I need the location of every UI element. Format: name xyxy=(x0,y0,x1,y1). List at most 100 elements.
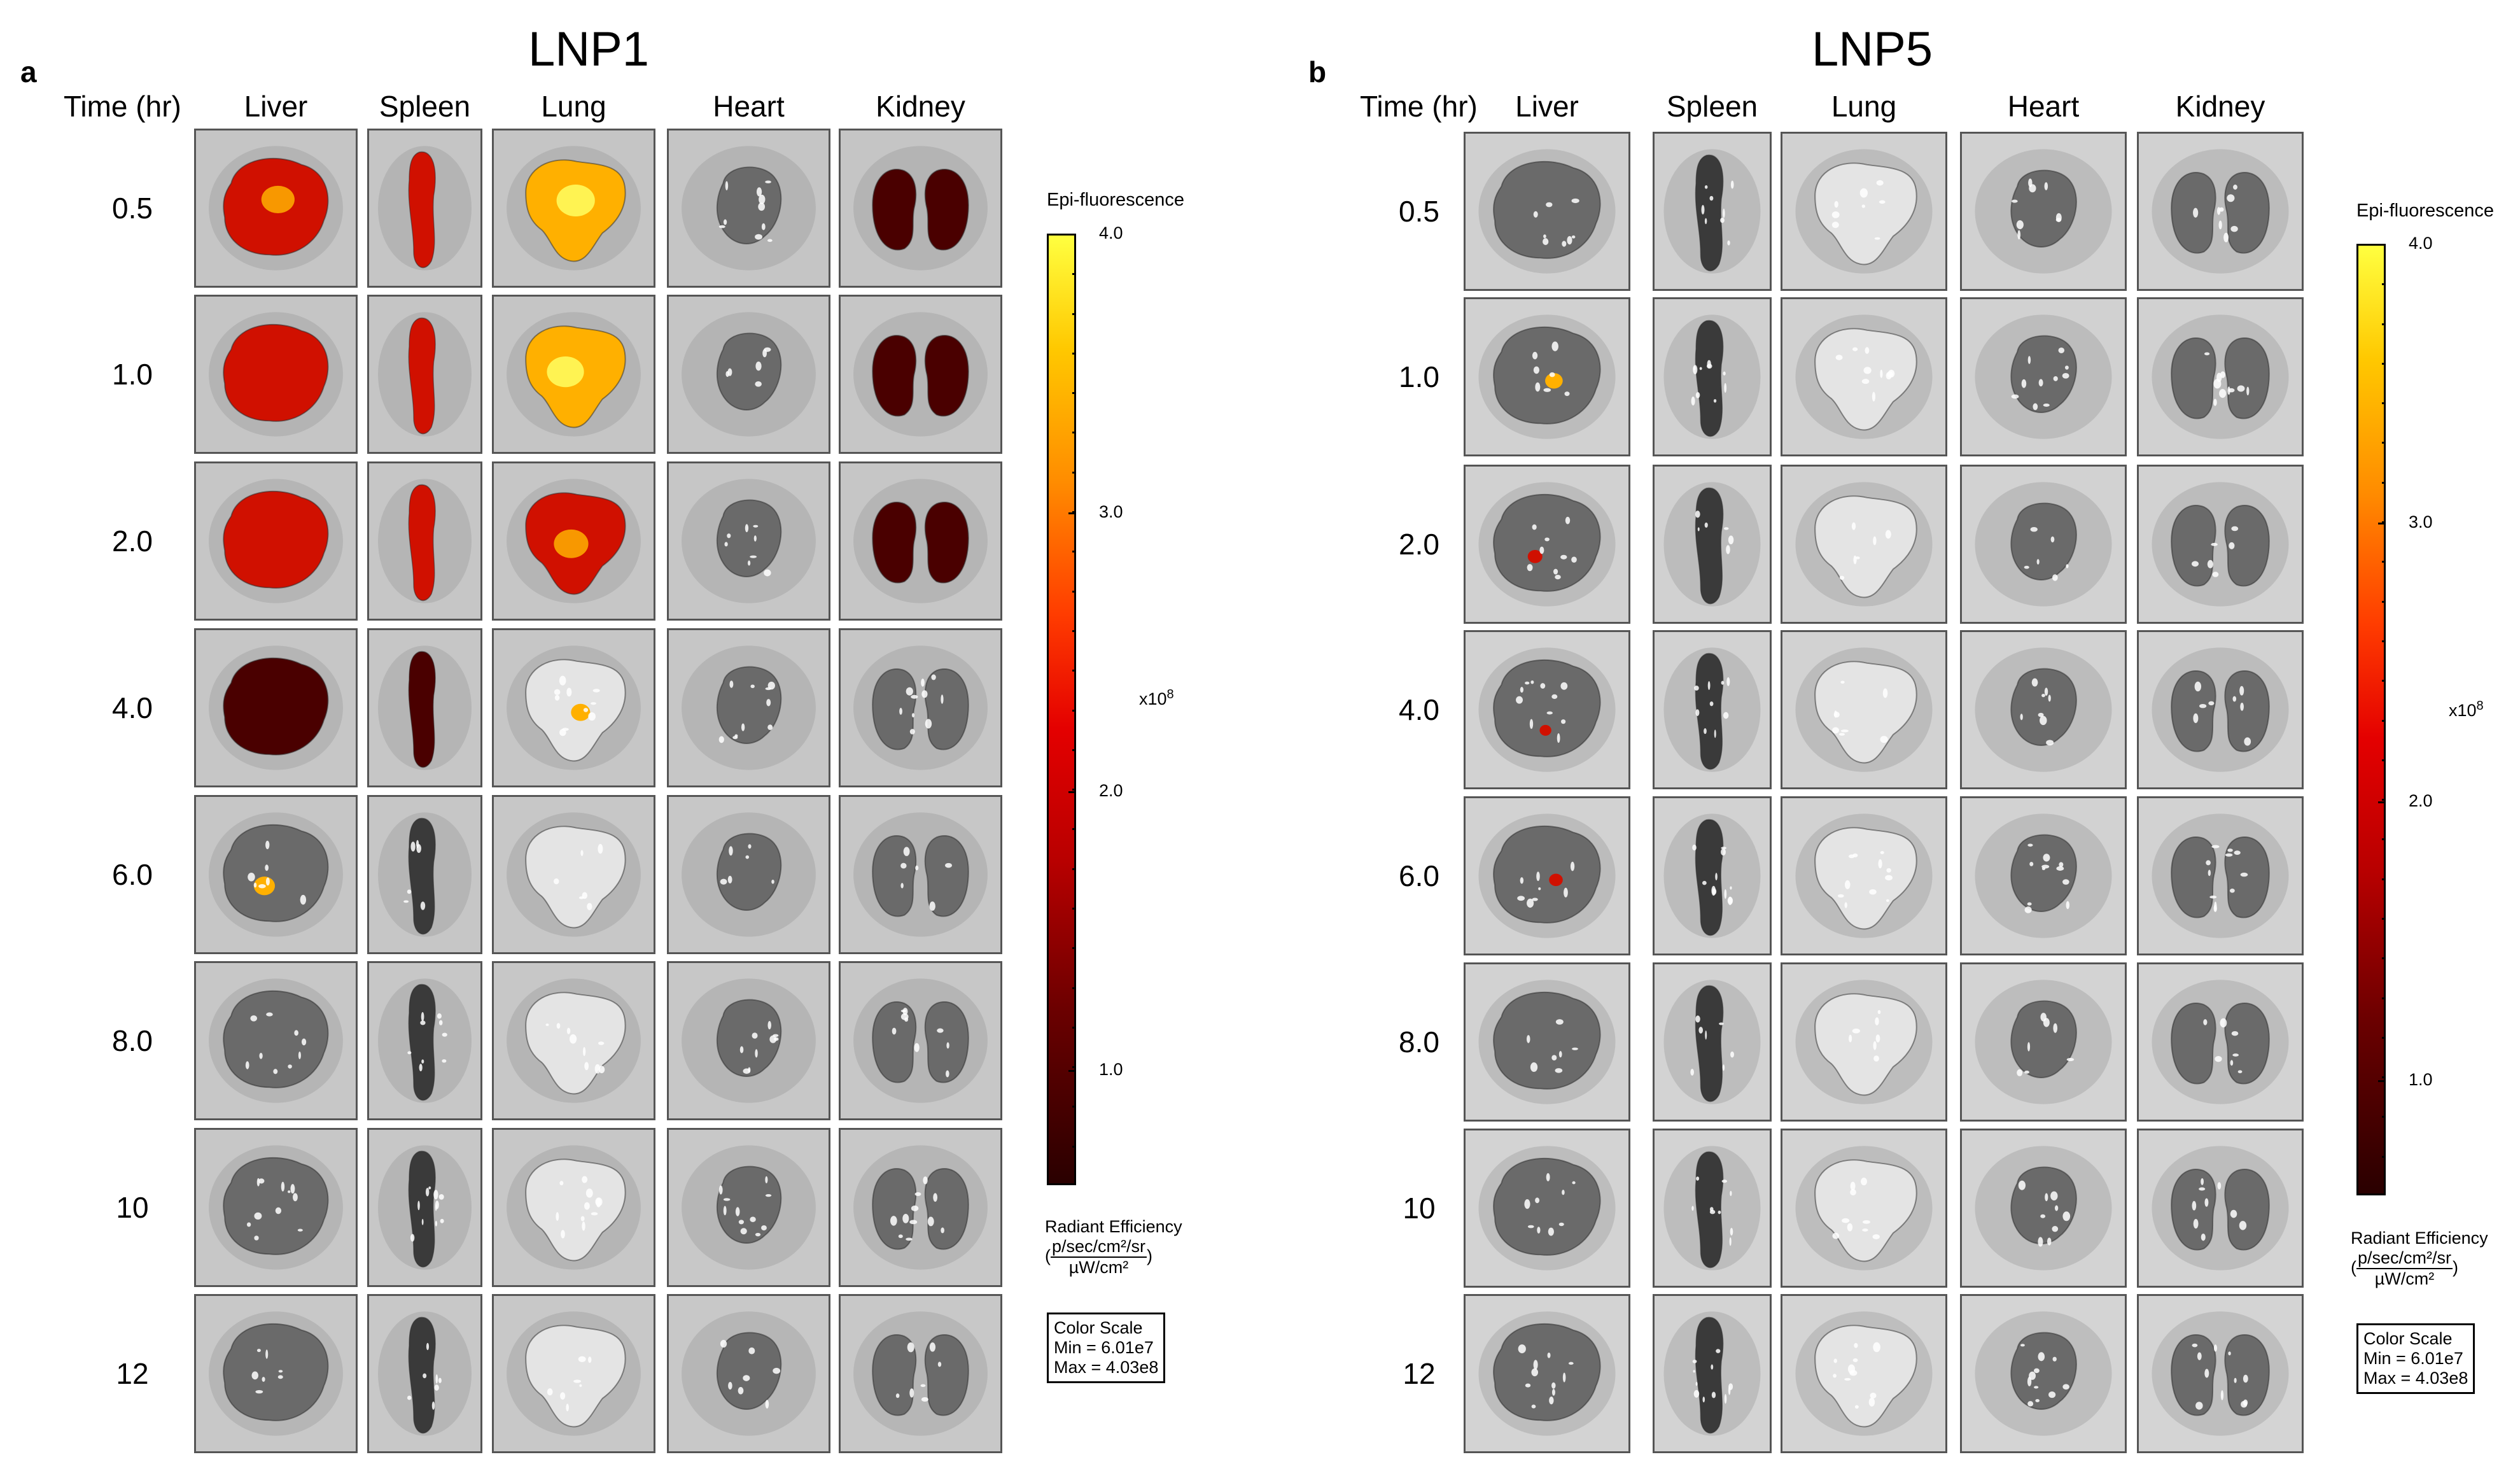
time-label: 12 xyxy=(116,1357,149,1390)
colorbar-minor-tick xyxy=(2382,799,2386,801)
time-label: 4.0 xyxy=(112,691,153,724)
colorbar-tick xyxy=(2378,244,2386,246)
units-denominator: µW/cm² xyxy=(2374,1269,2435,1289)
colorbar-minor-tick xyxy=(2382,759,2386,761)
units-fraction-row: (p/sec/cm²/sr µW/cm²) xyxy=(2351,1248,2488,1289)
colorbar-caption: Epi-fluorescence xyxy=(2356,201,2494,221)
colorbar-minor-tick xyxy=(2382,1076,2386,1079)
time-label: 1.0 xyxy=(112,358,153,391)
time-label: 2.0 xyxy=(1399,528,1439,561)
time-label: 0.5 xyxy=(1399,195,1439,228)
units-numerator: p/sec/cm²/sr xyxy=(2356,1248,2453,1270)
time-label: 6.0 xyxy=(112,858,153,891)
colorbar-minor-tick xyxy=(1072,471,1076,474)
panel-letter: b xyxy=(1308,55,1327,88)
colorbar-minor-tick xyxy=(2382,283,2386,286)
colorbar-minor-tick xyxy=(2382,521,2386,524)
panel-a: a LNP1 Time (hr) Liver Spleen Lung Heart Kidney… xyxy=(20,22,1184,1453)
organ-image-kidney xyxy=(2137,1129,2304,1288)
organ-image-kidney xyxy=(2137,630,2304,789)
organ-image-spleen xyxy=(1653,132,1772,291)
organ-image-heart xyxy=(1960,465,2127,624)
organ-image-lung xyxy=(1781,796,1947,955)
units-fraction-row: (p/sec/cm²/sr µW/cm²) xyxy=(1045,1237,1182,1277)
colorbar-minor-tick xyxy=(1072,273,1076,276)
time-label: 12 xyxy=(1403,1357,1436,1390)
color-scale-min: Min = 6.01e7 xyxy=(1054,1338,1154,1358)
colorbar-tick xyxy=(2378,801,2386,804)
colorbar-tick xyxy=(2378,1080,2386,1083)
colorbar-minor-tick xyxy=(2382,442,2386,444)
colorbar-minor-tick xyxy=(1072,313,1076,315)
colorbar-minor-tick xyxy=(2382,323,2386,325)
colorbar-minor-tick xyxy=(1072,590,1076,593)
organ-image-lung xyxy=(1781,1129,1947,1288)
colorbar-minor-tick xyxy=(1072,1066,1076,1069)
organ-image-liver xyxy=(194,795,358,954)
organ-image-spleen xyxy=(1653,1129,1772,1288)
colorbar-multiplier: x108 xyxy=(2449,699,2484,721)
time-label: 0.5 xyxy=(112,192,153,225)
organ-image-liver xyxy=(1464,630,1630,789)
colorbar-caption: Epi-fluorescence xyxy=(1047,190,1184,210)
organ-image-kidney xyxy=(839,1294,1002,1453)
organ-image-lung xyxy=(492,961,655,1120)
organ-image-lung xyxy=(1781,630,1947,789)
colorbar-minor-tick xyxy=(1072,868,1076,870)
colorbar-tick xyxy=(1068,234,1076,236)
colorbar-minor-tick xyxy=(1072,709,1076,712)
time-label: 1.0 xyxy=(1399,360,1439,393)
organ-image-heart xyxy=(667,295,830,454)
organ-header-lung: Lung xyxy=(541,90,606,123)
organ-image-spleen xyxy=(367,461,482,621)
colorbar-minor-tick xyxy=(2382,878,2386,880)
panel-b: b LNP5 Time (hr) Liver Spleen Lung Heart Kidney… xyxy=(1260,0,2520,1464)
colorbar-minor-tick xyxy=(1072,1145,1076,1148)
organ-image-heart xyxy=(667,628,830,787)
organ-image-kidney xyxy=(839,461,1002,621)
organ-image-lung xyxy=(492,1294,655,1453)
organ-image-heart xyxy=(1960,1294,2127,1453)
organ-header-kidney: Kidney xyxy=(2175,90,2265,123)
time-column-header: Time (hr) xyxy=(64,90,181,123)
organ-image-lung xyxy=(492,461,655,621)
organ-image-lung xyxy=(1781,297,1947,456)
colorbar-tick xyxy=(1068,791,1076,794)
panel-title: LNP5 xyxy=(1811,22,1933,76)
organ-image-spleen xyxy=(367,795,482,954)
organ-image-liver xyxy=(1464,1129,1630,1288)
organ-image-liver xyxy=(1464,1294,1630,1453)
organ-header-heart: Heart xyxy=(713,90,785,123)
organ-header-spleen: Spleen xyxy=(1666,90,1758,123)
organ-image-heart xyxy=(667,1128,830,1287)
organ-image-heart xyxy=(667,129,830,288)
colorbar-minor-tick xyxy=(1072,749,1076,751)
paren-left: ( xyxy=(1045,1246,1051,1266)
organ-image-spleen xyxy=(367,1128,482,1287)
colorbar-minor-tick xyxy=(1072,630,1076,632)
organ-header-heart: Heart xyxy=(2007,90,2080,123)
colorbar-minor-tick xyxy=(2382,957,2386,960)
organ-image-kidney xyxy=(2137,962,2304,1122)
multiplier-exponent: 8 xyxy=(1166,687,1174,701)
organ-image-heart xyxy=(1960,796,2127,955)
colorbar-tick-label: 2.0 xyxy=(2409,791,2433,811)
organ-image-liver xyxy=(1464,962,1630,1122)
panel-letter: a xyxy=(20,55,37,88)
organ-image-lung xyxy=(492,129,655,288)
organ-image-heart xyxy=(1960,630,2127,789)
colorbar-minor-tick xyxy=(1072,1026,1076,1029)
organ-image-spleen xyxy=(1653,465,1772,624)
paren-right: ) xyxy=(2453,1258,2459,1277)
organ-image-kidney xyxy=(839,129,1002,288)
organ-header-liver: Liver xyxy=(244,90,308,123)
panel-title: LNP1 xyxy=(528,22,650,76)
organ-image-liver xyxy=(194,628,358,787)
organ-image-lung xyxy=(492,628,655,787)
colorbar-minor-tick xyxy=(2382,1155,2386,1158)
organ-header-spleen: Spleen xyxy=(379,90,471,123)
organ-image-liver xyxy=(194,461,358,621)
organ-image-liver xyxy=(194,1294,358,1453)
organ-image-kidney xyxy=(2137,796,2304,955)
organ-image-liver xyxy=(194,961,358,1120)
